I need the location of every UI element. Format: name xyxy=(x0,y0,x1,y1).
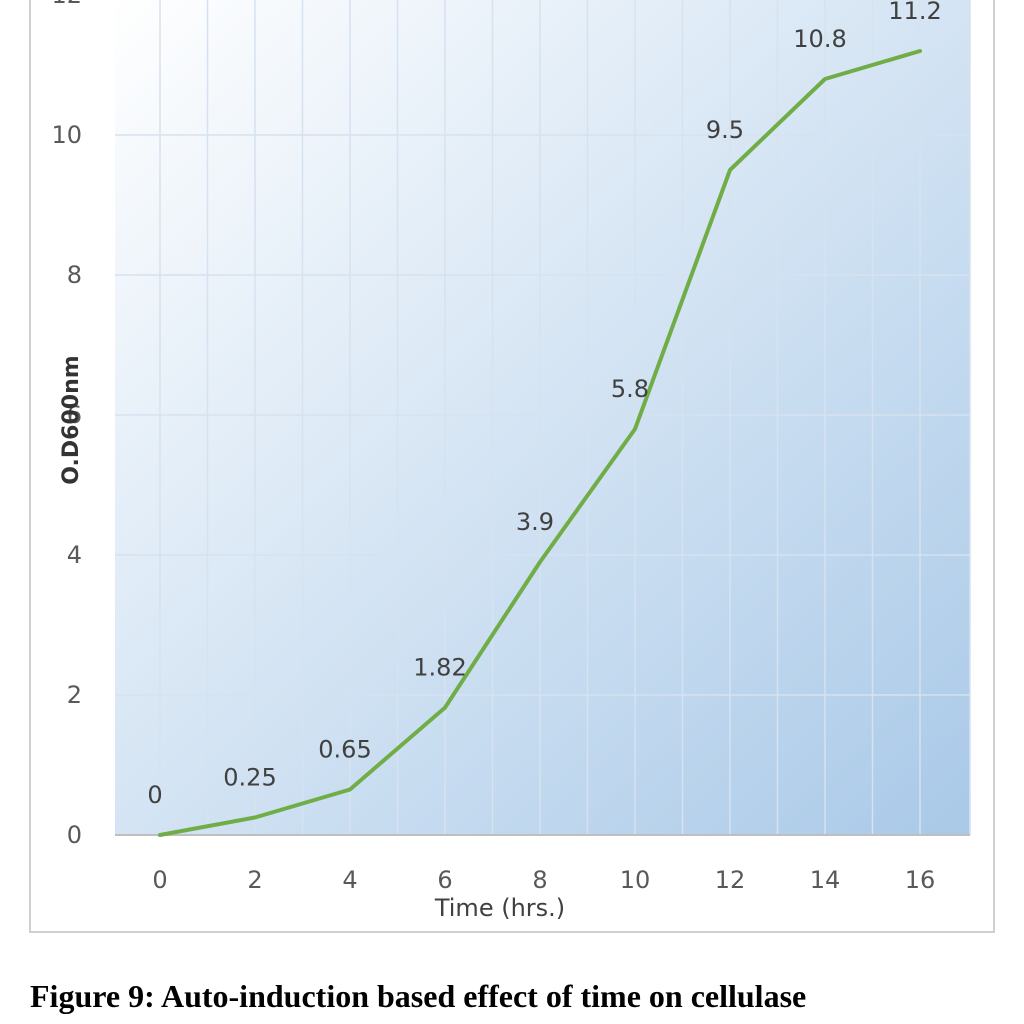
data-label: 1.82 xyxy=(413,654,466,682)
y-tick-label: 4 xyxy=(67,541,82,569)
x-tick-label: 2 xyxy=(247,866,262,894)
x-tick-label: 8 xyxy=(532,866,547,894)
horizontal-gridlines xyxy=(115,134,970,696)
data-label: 10.8 xyxy=(793,25,846,53)
data-label: 0.65 xyxy=(318,736,371,764)
series-line-0 xyxy=(158,49,922,837)
x-tick-label: 6 xyxy=(437,866,452,894)
plot-area xyxy=(115,0,970,835)
x-tick-label: 12 xyxy=(715,866,746,894)
x-tick-label: 4 xyxy=(342,866,357,894)
series xyxy=(158,49,922,837)
x-axis-title: Time (hrs.) xyxy=(434,894,565,922)
y-tick-label: 8 xyxy=(67,261,82,289)
y-tick-labels: 0 2 4 6 8 10 12 xyxy=(51,0,82,849)
x-tick-label: 0 xyxy=(152,866,167,894)
y-tick-label: 10 xyxy=(51,121,82,149)
data-label: 9.5 xyxy=(706,116,744,144)
y-tick-label: 0 xyxy=(67,821,82,849)
y-axis-title: O.D600nm xyxy=(59,355,84,484)
x-tick-labels: 0 2 4 6 8 10 12 14 16 xyxy=(152,866,935,894)
y-tick-label: 2 xyxy=(67,681,82,709)
x-tick-label: 16 xyxy=(905,866,936,894)
figure-caption: Figure 9: Auto-induction based effect of… xyxy=(30,978,807,1014)
x-tick-label: 14 xyxy=(810,866,841,894)
x-tick-label: 10 xyxy=(620,866,651,894)
y-tick-label: 6 xyxy=(67,401,82,429)
data-labels: 0 0.25 0.65 1.82 3.9 5.8 9.5 10.8 11.2 xyxy=(147,0,941,809)
data-label: 3.9 xyxy=(516,508,554,536)
data-label: 0 xyxy=(147,781,162,809)
data-label: 11.2 xyxy=(888,0,941,25)
data-label: 0.25 xyxy=(223,764,276,792)
y-tick-label: 12 xyxy=(51,0,82,9)
data-label: 5.8 xyxy=(611,375,649,403)
